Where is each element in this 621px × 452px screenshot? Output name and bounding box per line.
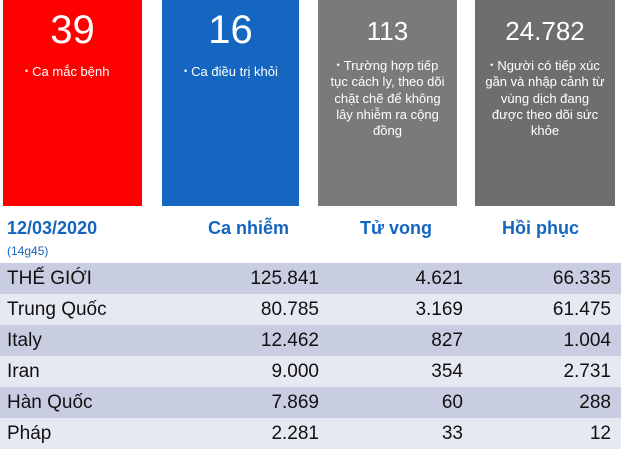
- stat-description: • Người có tiếp xúc gần và nhập cảnh từ v…: [475, 58, 615, 139]
- table-date: 12/03/2020: [7, 218, 98, 238]
- stat-description: • Ca mắc bệnh: [3, 64, 142, 80]
- country-cell: Iran: [7, 361, 40, 382]
- table-row: Iran 9.000 354 2.731: [0, 356, 621, 387]
- deaths-cell: 827: [431, 330, 463, 351]
- stat-number: 113: [366, 16, 409, 46]
- cases-cell: 125.841: [250, 268, 319, 289]
- bullet-icon: •: [184, 66, 188, 76]
- deaths-cell: 354: [431, 361, 463, 382]
- stat-label: Trường hợp tiếp tục cách ly, theo dõi ch…: [330, 58, 445, 138]
- deaths-cell: 60: [441, 392, 463, 413]
- recovered-cell: 288: [579, 392, 611, 413]
- stat-card-isolated: 113 • Trường hợp tiếp tục cách ly, theo d…: [318, 0, 457, 206]
- cases-cell: 2.281: [271, 423, 319, 444]
- recovered-cell: 61.475: [552, 299, 611, 320]
- cases-cell: 12.462: [260, 330, 319, 351]
- country-cell: Hàn Quốc: [7, 392, 93, 413]
- table-row: Trung Quốc 80.785 3.169 61.475: [0, 294, 621, 325]
- stat-number: 16: [208, 8, 253, 52]
- cases-cell: 9.000: [271, 361, 319, 382]
- table-row: Italy 12.462 827 1.004: [0, 325, 621, 356]
- stat-number: 24.782: [505, 16, 585, 46]
- table-row: Pháp 2.281 33 12: [0, 418, 621, 449]
- recovered-cell: 1.004: [563, 330, 611, 351]
- country-cell: Pháp: [7, 423, 52, 444]
- stat-card-recovered: 16 • Ca điều trị khỏi: [162, 0, 299, 206]
- stat-description: • Trường hợp tiếp tục cách ly, theo dõi c…: [318, 58, 457, 139]
- stat-label: Ca mắc bệnh: [32, 64, 110, 79]
- stat-card-monitored: 24.782 • Người có tiếp xúc gần và nhập cả…: [475, 0, 615, 206]
- country-cell: Trung Quốc: [7, 299, 107, 320]
- stat-description: • Ca điều trị khỏi: [162, 64, 299, 80]
- recovered-cell: 12: [589, 423, 611, 444]
- column-header-cases: Ca nhiễm: [208, 218, 290, 238]
- stat-label: Người có tiếp xúc gần và nhập cảnh từ vù…: [485, 58, 605, 138]
- recovered-cell: 2.731: [563, 361, 611, 382]
- recovered-cell: 66.335: [552, 268, 611, 289]
- bullet-icon: •: [336, 60, 340, 70]
- country-cell: Italy: [7, 330, 42, 351]
- cases-cell: 80.785: [260, 299, 319, 320]
- country-cell: THẾ GIỚI: [7, 268, 92, 289]
- column-header-deaths: Tử vong: [360, 218, 433, 238]
- stat-card-cases: 39 • Ca mắc bệnh: [3, 0, 142, 206]
- deaths-cell: 3.169: [415, 299, 463, 320]
- deaths-cell: 33: [441, 423, 463, 444]
- bullet-icon: •: [490, 60, 494, 70]
- stat-number: 39: [50, 8, 95, 52]
- table-row: THẾ GIỚI 125.841 4.621 66.335: [0, 263, 621, 294]
- table-row: Hàn Quốc 7.869 60 288: [0, 387, 621, 418]
- stats-table: THẾ GIỚI 125.841 4.621 66.335 Trung Quốc…: [0, 263, 621, 449]
- stat-label: Ca điều trị khỏi: [191, 64, 278, 79]
- cases-cell: 7.869: [271, 392, 319, 413]
- deaths-cell: 4.621: [415, 268, 463, 289]
- table-time: (14g45): [7, 244, 49, 258]
- column-header-recovered: Hồi phục: [502, 218, 579, 238]
- bullet-icon: •: [25, 66, 29, 76]
